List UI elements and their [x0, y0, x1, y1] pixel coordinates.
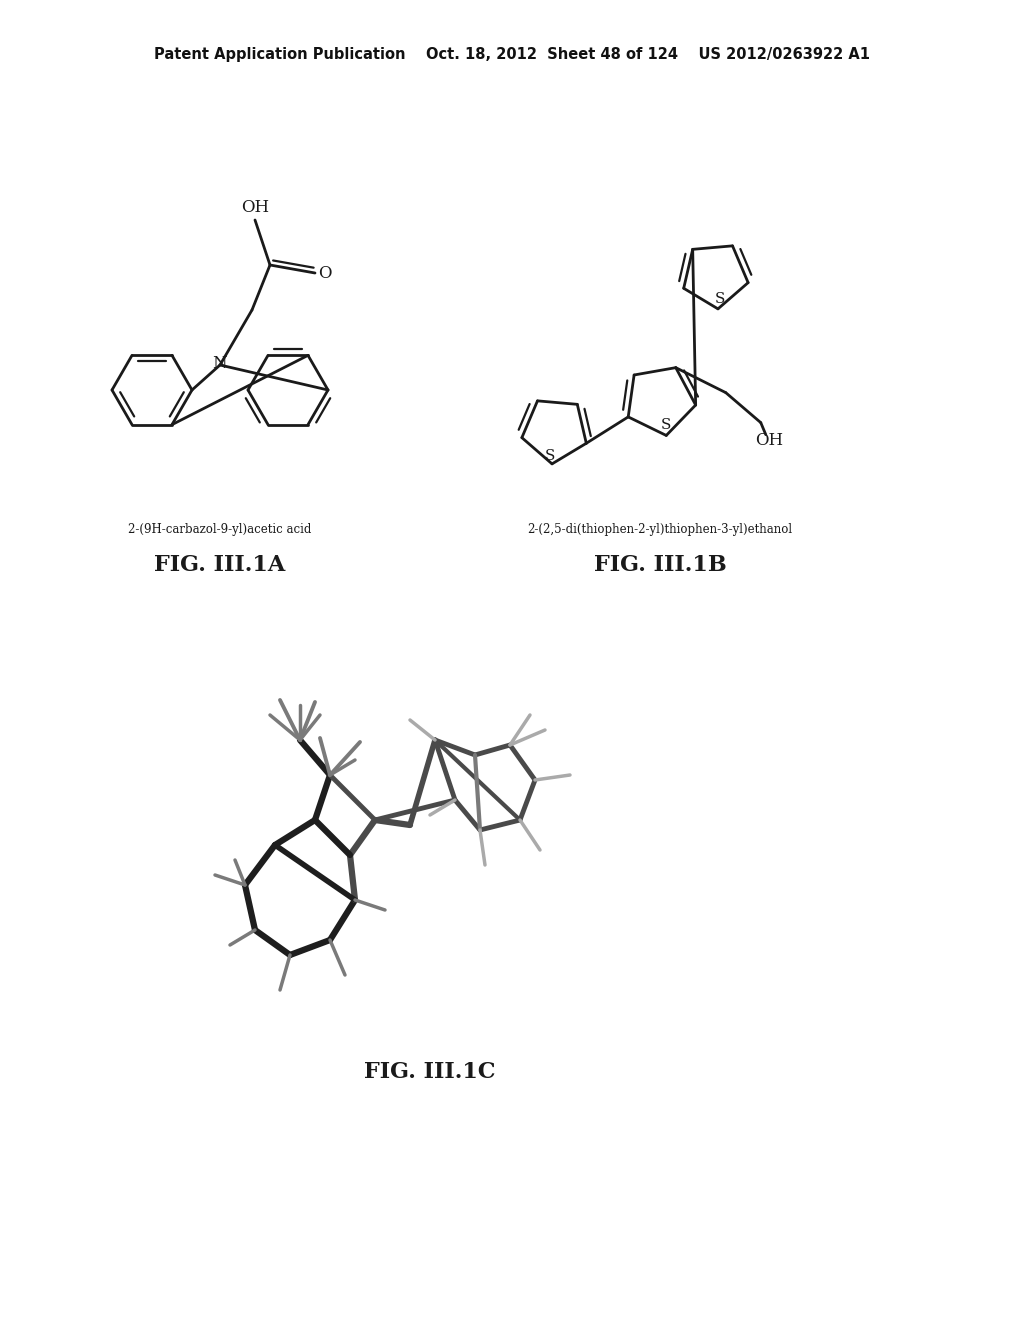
- Text: OH: OH: [241, 199, 269, 216]
- Text: FIG. III.1C: FIG. III.1C: [365, 1061, 496, 1082]
- Text: FIG. III.1B: FIG. III.1B: [594, 554, 726, 576]
- Text: N: N: [212, 355, 226, 371]
- Text: S: S: [715, 292, 725, 306]
- Text: OH: OH: [755, 432, 782, 449]
- Text: 2-(9H-carbazol-9-yl)acetic acid: 2-(9H-carbazol-9-yl)acetic acid: [128, 524, 311, 536]
- Text: S: S: [662, 418, 672, 433]
- Text: S: S: [545, 449, 555, 463]
- Text: Patent Application Publication    Oct. 18, 2012  Sheet 48 of 124    US 2012/0263: Patent Application Publication Oct. 18, …: [154, 48, 870, 62]
- Text: FIG. III.1A: FIG. III.1A: [155, 554, 286, 576]
- Text: 2-(2,5-di(thiophen-2-yl)thiophen-3-yl)ethanol: 2-(2,5-di(thiophen-2-yl)thiophen-3-yl)et…: [527, 524, 793, 536]
- Text: O: O: [318, 264, 332, 281]
